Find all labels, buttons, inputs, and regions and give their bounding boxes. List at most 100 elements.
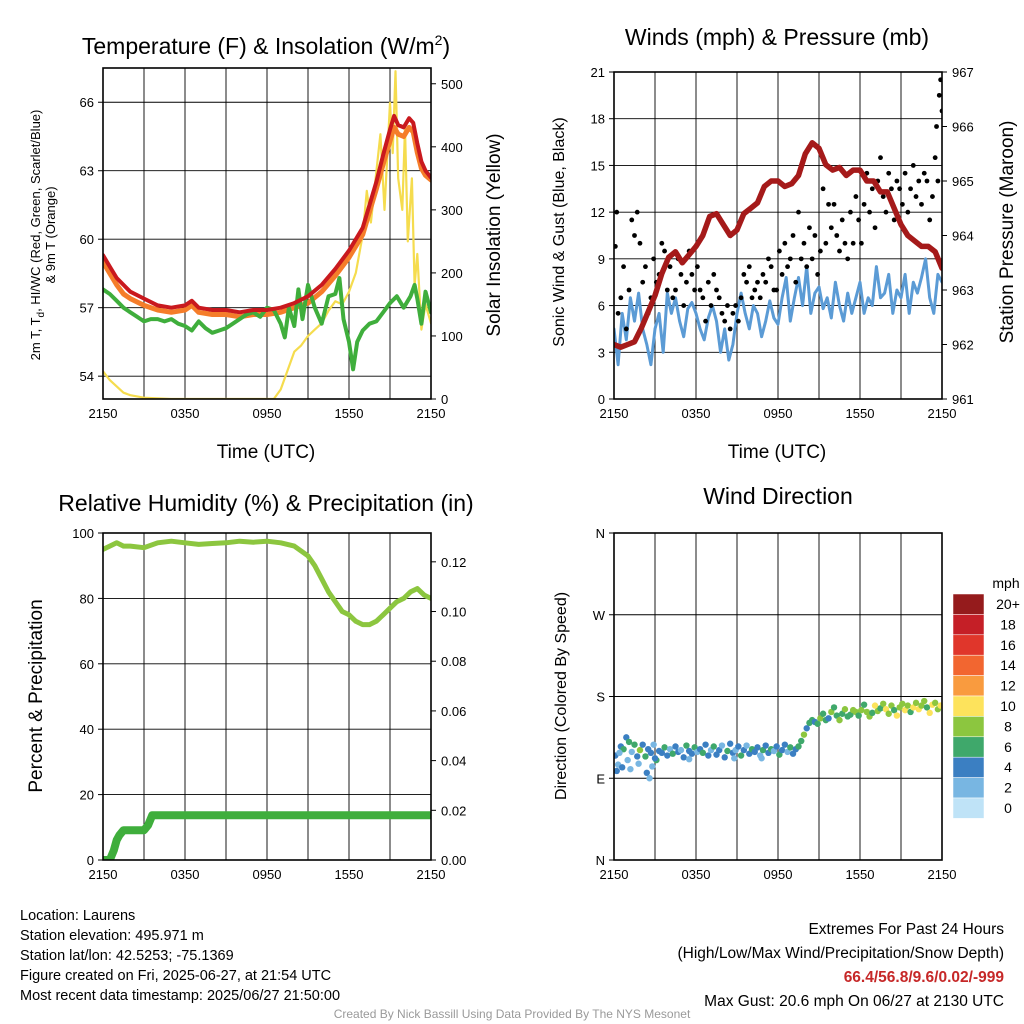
gust-point [817,248,823,254]
gust-point [623,326,629,332]
legend-label: 14 [1000,657,1016,673]
gust-point [763,279,769,285]
direction-point [798,737,805,745]
direction-point [658,749,666,757]
dir-legend-title: mph [992,575,1019,591]
gust-point [842,240,848,246]
gust-point [774,287,780,293]
gust-point [812,233,818,238]
legend-label: 12 [1000,678,1016,694]
y-tick-label: 18 [591,112,605,127]
gust-point [670,295,676,301]
gust-point [834,233,840,238]
direction-point [635,760,642,767]
gust-point [634,209,640,215]
station-info: Location: Laurens Station elevation: 495… [20,906,340,1006]
gust-point [820,186,826,192]
y-tick-label: 0 [87,853,94,868]
gust-point [861,201,867,207]
gust-point [752,287,758,293]
legend-label: 20+ [996,596,1020,612]
legend-swatch [952,756,985,778]
direction-point [672,743,679,750]
y-tick-label: 60 [80,232,94,247]
legend-swatch [952,614,985,636]
legend-label: 10 [1000,698,1016,714]
svg-text:2m T, Td, HI/WC (Red, Green, S: 2m T, Td, HI/WC (Red, Green, Scarlet/Blu… [28,110,47,361]
y2-tick-label: 0.08 [441,654,466,669]
direction-point [702,741,709,748]
gust-point [804,264,810,270]
wind-xlabel: Time (UTC) [728,442,827,463]
gust-point [700,295,706,301]
gust-point [936,92,942,98]
gust-point [801,240,807,246]
sonic-wind-line [614,257,942,367]
gust-point [722,318,728,324]
gust-point [716,295,722,301]
y2-tick-label: 100 [441,329,463,344]
x-tick-label: 2150 [89,867,118,882]
gust-point [872,225,878,231]
wind-ylabel-left: Sonic Wind & Gust (Blue, Black) [551,117,568,346]
legend-swatch [952,675,985,697]
direction-point [830,704,838,711]
gust-point [880,194,886,199]
gust-point [697,287,703,293]
gust-point [615,310,621,316]
station-pressure-line [614,140,942,350]
gust-point [886,170,892,176]
extremes-block: Extremes For Past 24 Hours (High/Low/Max… [678,918,1005,1014]
y-tick-label: W [593,608,606,623]
direction-point [616,749,623,757]
direction-point [680,754,687,761]
gust-point [689,272,695,277]
rh-plot-area: 2150 0350 0950 1550 21500204060801000.000.02… [72,526,466,882]
temp-xlabel: Time (UTC) [217,442,316,463]
direction-point [885,710,892,717]
gust-point [785,264,790,270]
gust-point [768,264,774,270]
x-tick-label: 0350 [682,406,711,421]
gust-point [809,256,815,262]
gust-point [831,201,837,207]
direction-point [904,702,912,709]
legend-swatch [952,716,985,738]
x-tick-label: 1550 [846,867,875,882]
y2-tick-label: 0 [441,392,448,407]
svg-text:& 9m T (Orange): & 9m T (Orange) [43,186,58,283]
direction-point [778,746,786,754]
direction-point [737,752,745,759]
y-tick-label: 20 [80,788,94,803]
y2-tick-label: 400 [441,140,463,155]
direction-point [650,741,657,748]
y2-tick-label: 200 [441,266,463,281]
gust-point [614,209,620,215]
gust-point [757,295,763,301]
temp-plot-area: 2150 0350 0950 1550 2150 54 57 60 63 66 0 100 200 300… [80,67,463,421]
gust-point [664,287,670,293]
direction-point [614,767,620,775]
gust-point [621,264,626,270]
gust-point [735,318,741,324]
gust-point [618,295,624,301]
gust-point [793,279,799,285]
gust-point [673,287,678,293]
x-tick-label: 2150 [417,406,446,421]
temp-title: Temperature (F) & Insolation (W/m2) [82,32,450,59]
plot-border [102,67,432,400]
x-tick-label: 1550 [846,406,875,421]
y-tick-label: N [596,853,605,868]
x-tick-label: 0950 [253,406,282,421]
y-tick-label: 80 [80,591,94,606]
direction-point [649,763,656,770]
legend-swatch [952,654,985,676]
y2-tick-label: 962 [952,338,974,353]
gust-point [760,272,766,277]
direction-point [803,725,810,732]
direction-point [855,712,862,719]
gust-point [878,155,883,161]
gust-point [905,209,911,215]
gust-point [796,209,801,215]
x-tick-label: 0950 [253,867,282,882]
